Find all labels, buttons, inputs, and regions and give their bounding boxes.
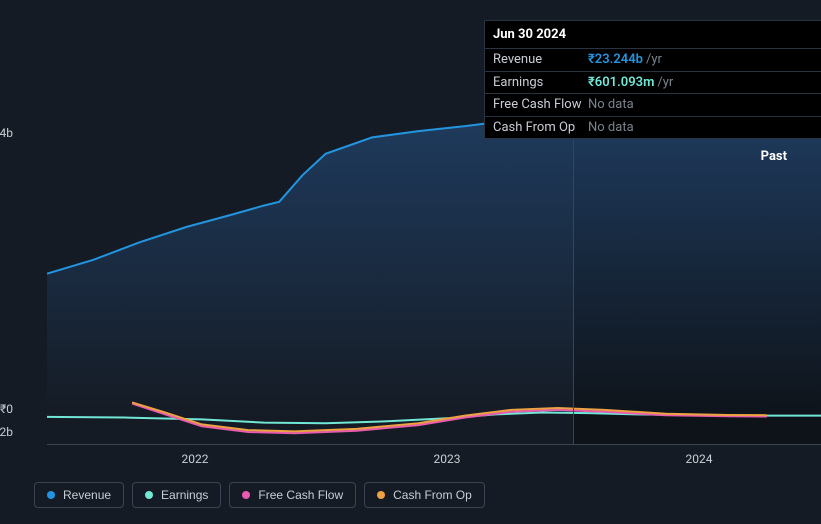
x-tick-label: 2024 xyxy=(686,452,713,466)
legend-label: Free Cash Flow xyxy=(258,488,343,502)
tooltip-label: Revenue xyxy=(493,51,588,69)
y-tick-label: ₹0 xyxy=(0,402,13,416)
tooltip-row-earnings: Earnings ₹601.093m /yr xyxy=(485,71,821,94)
x-tick-label: 2022 xyxy=(182,452,209,466)
past-label: Past xyxy=(761,149,787,164)
tooltip-unit: /yr xyxy=(646,51,662,69)
tooltip-row-revenue: Revenue ₹23.244b /yr xyxy=(485,48,821,71)
tooltip-label: Earnings xyxy=(493,74,588,92)
hover-vertical-line xyxy=(573,116,574,444)
legend: Revenue Earnings Free Cash Flow Cash Fro… xyxy=(34,482,485,508)
legend-dot xyxy=(377,491,385,499)
legend-item-fcf[interactable]: Free Cash Flow xyxy=(229,482,356,508)
tooltip-value: ₹601.093m xyxy=(588,74,654,92)
tooltip-value: ₹23.244b xyxy=(588,51,643,69)
legend-dot xyxy=(47,491,55,499)
tooltip-date: Jun 30 2024 xyxy=(485,21,821,48)
plot-area[interactable] xyxy=(47,116,821,444)
chart-svg xyxy=(47,116,821,444)
tooltip-nodata: No data xyxy=(588,96,634,114)
tooltip-unit: /yr xyxy=(657,74,673,92)
legend-item-cfo[interactable]: Cash From Op xyxy=(364,482,485,508)
legend-dot xyxy=(145,491,153,499)
y-tick-label: ₹24b xyxy=(0,126,13,140)
legend-item-revenue[interactable]: Revenue xyxy=(34,482,124,508)
financials-chart: ₹24b ₹0 -₹2b 2022 2023 2024 Past xyxy=(17,0,805,524)
legend-label: Earnings xyxy=(161,488,208,502)
revenue-area xyxy=(47,121,821,419)
legend-label: Cash From Op xyxy=(393,488,472,502)
tooltip-nodata: No data xyxy=(588,119,634,137)
hover-tooltip: Jun 30 2024 Revenue ₹23.244b /yr Earning… xyxy=(484,20,821,139)
legend-dot xyxy=(242,491,250,499)
y-tick-label: -₹2b xyxy=(0,425,13,439)
tooltip-row-fcf: Free Cash Flow No data xyxy=(485,93,821,116)
tooltip-label: Free Cash Flow xyxy=(493,96,588,114)
tooltip-label: Cash From Op xyxy=(493,119,588,137)
x-axis-line xyxy=(47,444,821,445)
legend-label: Revenue xyxy=(63,488,111,502)
x-tick-label: 2023 xyxy=(434,452,461,466)
legend-item-earnings[interactable]: Earnings xyxy=(132,482,221,508)
tooltip-row-cfo: Cash From Op No data xyxy=(485,116,821,139)
